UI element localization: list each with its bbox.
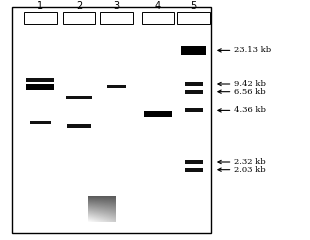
Bar — [26, 78, 54, 82]
Bar — [185, 160, 203, 164]
Bar — [68, 124, 91, 128]
Text: 9.42 kb: 9.42 kb — [234, 80, 266, 88]
Bar — [12, 7, 211, 233]
Text: 5: 5 — [191, 1, 197, 11]
Bar — [185, 108, 203, 112]
Bar — [177, 12, 210, 24]
Bar — [185, 82, 203, 86]
Text: 4: 4 — [155, 1, 161, 11]
Text: 2: 2 — [76, 1, 82, 11]
Bar — [100, 12, 133, 24]
Bar — [185, 168, 203, 172]
Bar — [142, 12, 174, 24]
Text: 1: 1 — [37, 1, 43, 11]
Text: 3: 3 — [113, 1, 119, 11]
Bar — [185, 90, 203, 94]
Bar — [63, 12, 95, 24]
Bar — [181, 46, 206, 55]
Text: 2.32 kb: 2.32 kb — [234, 158, 266, 166]
Text: 6.56 kb: 6.56 kb — [234, 88, 266, 96]
Text: 23.13 kb: 23.13 kb — [234, 46, 271, 54]
Bar — [30, 121, 51, 124]
Bar — [144, 111, 172, 117]
Text: 4.36 kb: 4.36 kb — [234, 106, 266, 114]
Bar — [66, 96, 92, 99]
Text: 2.03 kb: 2.03 kb — [234, 166, 266, 174]
Bar — [24, 12, 56, 24]
Bar — [26, 84, 54, 90]
Bar — [107, 85, 126, 88]
